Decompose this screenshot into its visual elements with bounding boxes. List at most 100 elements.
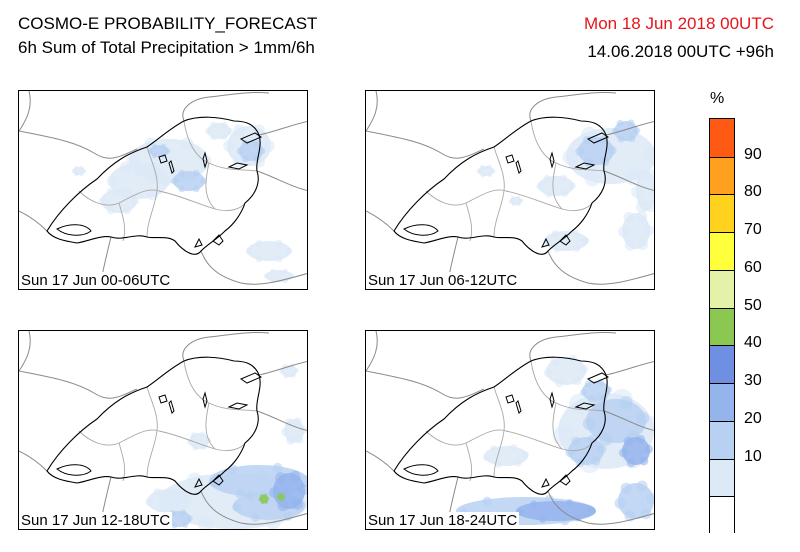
precipitation-speck bbox=[543, 174, 551, 182]
lake-outline bbox=[194, 477, 203, 488]
precipitation-speck bbox=[487, 164, 492, 170]
precipitation-speck bbox=[482, 453, 490, 461]
precipitation-speck bbox=[565, 499, 573, 507]
precipitation-speck bbox=[597, 444, 607, 454]
precipitation-speck bbox=[186, 472, 203, 489]
precipitation-speck bbox=[295, 435, 304, 444]
country-border-line bbox=[603, 410, 654, 431]
valid-date: Mon 18 Jun 2018 00UTC bbox=[584, 14, 774, 33]
switzerland-border bbox=[46, 116, 261, 255]
precipitation-speck bbox=[236, 147, 244, 155]
precipitation-speck bbox=[286, 436, 295, 445]
precipitation-speck bbox=[152, 143, 157, 149]
country-border-line bbox=[529, 332, 617, 362]
precipitation-speck bbox=[226, 128, 233, 134]
colorbar-segment bbox=[710, 496, 734, 534]
precipitation-speck bbox=[186, 515, 193, 522]
precipitation-speck bbox=[120, 161, 131, 173]
lake-outline bbox=[202, 391, 208, 409]
precipitation-speck bbox=[152, 153, 157, 159]
precipitation-speck bbox=[123, 206, 132, 215]
country-border-line bbox=[605, 360, 654, 376]
precipitation-speck bbox=[280, 497, 285, 501]
colorbar-tick-label: 10 bbox=[744, 447, 762, 465]
precipitation-speck bbox=[165, 148, 171, 154]
precipitation-speck bbox=[192, 444, 199, 451]
precipitation-speck bbox=[263, 273, 269, 279]
precipitation-speck bbox=[182, 521, 189, 528]
country-border-line bbox=[603, 170, 654, 191]
precipitation-speck bbox=[571, 229, 579, 237]
precipitation-area bbox=[538, 176, 574, 196]
precipitation-speck bbox=[635, 201, 648, 213]
precipitation-speck bbox=[584, 157, 594, 167]
lake-outline bbox=[505, 154, 515, 164]
precipitation-speck bbox=[259, 494, 264, 499]
lake-outline bbox=[56, 464, 92, 476]
precipitation-speck bbox=[161, 143, 166, 149]
switzerland-map bbox=[366, 331, 654, 529]
precipitation-speck bbox=[260, 500, 265, 505]
precipitation-speck bbox=[559, 174, 567, 182]
lake-outline bbox=[515, 160, 522, 174]
country-border-line bbox=[200, 250, 307, 285]
precipitation-speck bbox=[554, 378, 564, 388]
precipitation-speck bbox=[568, 182, 576, 190]
precipitation-speck bbox=[180, 509, 187, 516]
precipitation-speck bbox=[480, 172, 485, 178]
canton-border-line bbox=[146, 386, 158, 478]
run-info: 14.06.2018 00UTC +96h bbox=[587, 42, 774, 61]
country-border-line bbox=[366, 91, 378, 132]
lake-outline bbox=[202, 151, 208, 169]
precipitation-speck bbox=[482, 496, 492, 506]
precipitation-speck bbox=[522, 451, 530, 459]
precipitation-speck bbox=[644, 444, 653, 454]
precipitation-speck bbox=[283, 373, 289, 379]
precipitation-speck bbox=[584, 170, 601, 187]
precipitation-speck bbox=[221, 121, 228, 128]
precipitation-speck bbox=[290, 372, 296, 378]
precipitation-speck bbox=[617, 226, 629, 238]
canton-border-line bbox=[425, 189, 507, 206]
precipitation-speck bbox=[270, 268, 276, 274]
precipitation-area bbox=[247, 241, 291, 261]
colorbar-tick-label: 90 bbox=[744, 145, 762, 163]
precipitation-speck bbox=[619, 396, 633, 410]
precipitation-speck bbox=[210, 121, 217, 128]
lake-outline bbox=[168, 160, 175, 174]
precipitation-speck bbox=[508, 199, 513, 204]
precipitation-speck bbox=[530, 500, 538, 508]
canton-border-line bbox=[146, 146, 158, 238]
colorbar-segment bbox=[710, 232, 734, 270]
precipitation-speck bbox=[297, 484, 307, 495]
switzerland-map bbox=[366, 91, 654, 289]
precipitation-speck bbox=[289, 470, 301, 482]
precipitation-speck bbox=[476, 168, 482, 174]
lake-outline bbox=[586, 372, 610, 384]
precipitation-speck bbox=[644, 169, 654, 181]
lake-outline bbox=[574, 162, 596, 170]
canton-border-line bbox=[183, 360, 258, 412]
precipitation-speck bbox=[272, 462, 283, 473]
precipitation-speck bbox=[573, 245, 581, 253]
precipitation-speck bbox=[490, 445, 498, 453]
country-border-line bbox=[19, 210, 48, 232]
precipitation-speck bbox=[582, 237, 590, 245]
switzerland-map bbox=[19, 91, 307, 289]
canton-border-line bbox=[158, 190, 246, 212]
precipitation-speck bbox=[639, 456, 649, 466]
precipitation-speck bbox=[495, 460, 503, 468]
precipitation-speck bbox=[180, 137, 194, 151]
canton-border-line bbox=[118, 442, 126, 482]
precipitation-speck bbox=[106, 206, 115, 215]
precipitation-speck bbox=[227, 464, 238, 475]
colorbar-segment bbox=[710, 420, 734, 459]
country-border-line bbox=[366, 450, 395, 472]
canton-border-line bbox=[465, 442, 473, 482]
precipitation-speck bbox=[643, 146, 654, 163]
precipitation-speck bbox=[106, 175, 118, 187]
precipitation-speck bbox=[160, 175, 172, 187]
country-border-line bbox=[366, 130, 485, 159]
precipitation-speck bbox=[627, 119, 635, 127]
colorbar-tick-label: 50 bbox=[744, 296, 762, 314]
